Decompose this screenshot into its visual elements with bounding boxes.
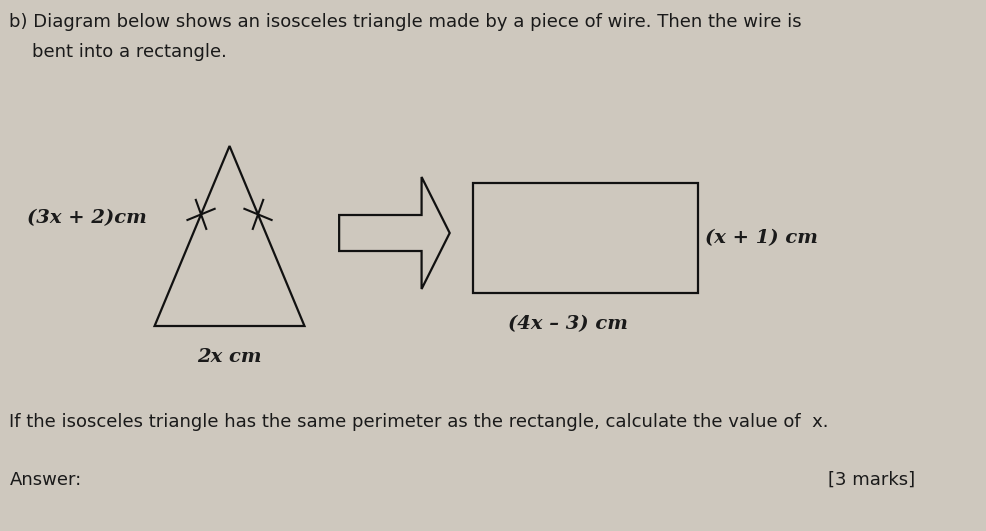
Text: (x + 1) cm: (x + 1) cm xyxy=(705,229,817,247)
Text: Answer:: Answer: xyxy=(9,471,82,489)
Text: (3x + 2)cm: (3x + 2)cm xyxy=(28,209,147,227)
Polygon shape xyxy=(339,177,450,289)
Text: (4x – 3) cm: (4x – 3) cm xyxy=(507,315,627,333)
Text: 2x cm: 2x cm xyxy=(197,348,261,366)
Text: If the isosceles triangle has the same perimeter as the rectangle, calculate the: If the isosceles triangle has the same p… xyxy=(9,413,828,431)
Text: [3 marks]: [3 marks] xyxy=(827,471,914,489)
Text: b) Diagram below shows an isosceles triangle made by a piece of wire. Then the w: b) Diagram below shows an isosceles tria… xyxy=(9,13,802,31)
Text: bent into a rectangle.: bent into a rectangle. xyxy=(9,43,227,61)
Bar xyxy=(472,183,697,293)
